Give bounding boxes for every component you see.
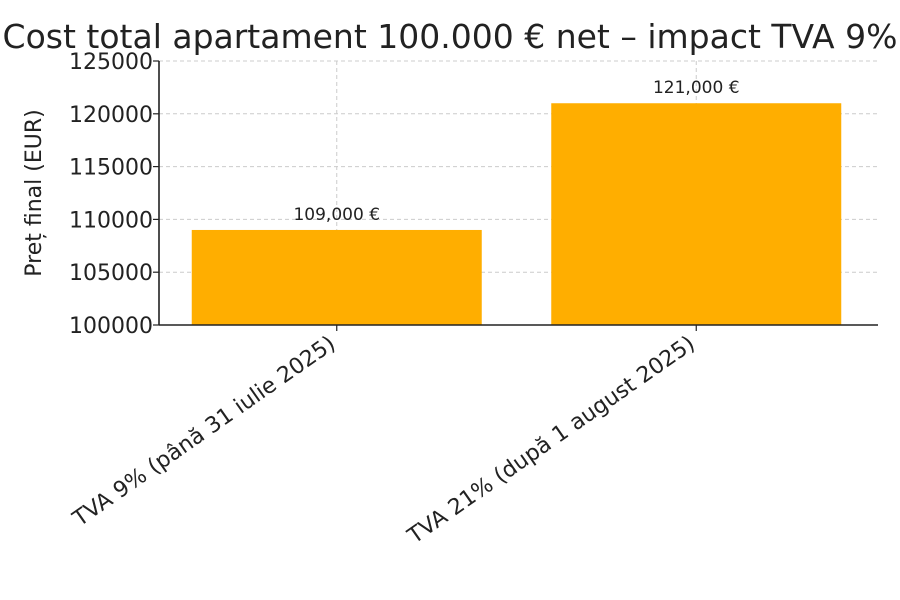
data-labels: 109,000 € 121,000 € (293, 78, 739, 225)
y-tick-label: 100000 (69, 314, 153, 339)
x-tick-label: TVA 9% (până 31 iulie 2025) (68, 331, 340, 532)
bars (191, 103, 842, 326)
x-tick-label: TVA 21% (după 1 august 2025) (403, 331, 700, 549)
y-ticks: 100000 105000 110000 115000 120000 125000 (69, 50, 159, 339)
x-ticks: TVA 9% (până 31 iulie 2025) TVA 21% (după… (68, 325, 700, 550)
y-axis-label: Preț final (EUR) (22, 109, 47, 276)
y-tick-label: 110000 (69, 208, 153, 233)
bar-value-label: 121,000 € (653, 78, 740, 98)
bar (551, 103, 842, 326)
y-tick-label: 125000 (69, 50, 153, 75)
chart-title: Cost total apartament 100.000 € net – im… (3, 17, 898, 56)
y-tick-label: 105000 (69, 261, 153, 286)
y-tick-label: 115000 (69, 156, 153, 181)
y-tick-label: 120000 (69, 103, 153, 128)
bar-value-label: 109,000 € (293, 205, 380, 225)
bar (191, 229, 482, 325)
axes (158, 61, 878, 326)
